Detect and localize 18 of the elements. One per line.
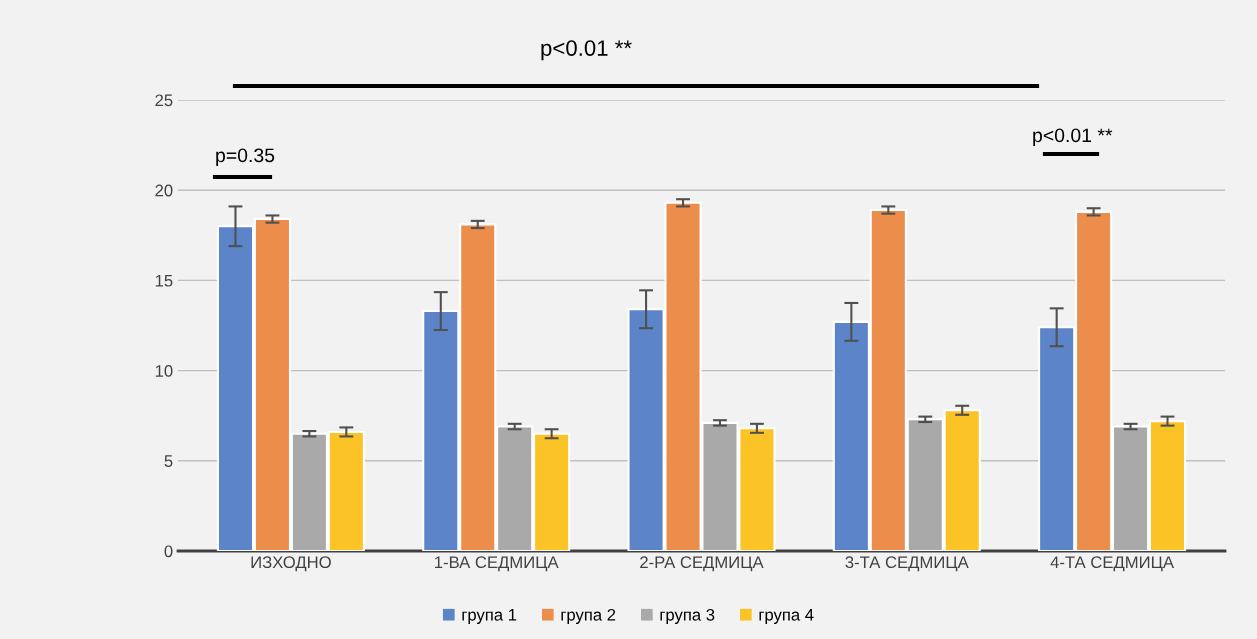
y-tick-label: 25	[155, 94, 173, 107]
x-tick-label: ИЗХОДНО	[251, 556, 331, 572]
x-tick-label: 3-ТА СЕДМИЦА	[845, 556, 969, 572]
text: p<0.01 **	[541, 40, 632, 61]
y-tick-label: 15	[155, 274, 173, 287]
y-tick-label: 20	[155, 184, 173, 197]
y-tick-label: 5	[164, 455, 173, 467]
legend-label: група 3	[660, 608, 715, 624]
legend-label: група 1	[462, 609, 517, 624]
annotation: p<0.01 **	[1033, 128, 1113, 147]
x-tick-label: 2-РА СЕДМИЦА	[640, 556, 764, 572]
x-tick-label: 1-ВА СЕДМИЦА	[435, 556, 559, 572]
legend-label: група 4	[759, 609, 814, 624]
legend-label: група 2	[561, 608, 616, 624]
y-tick-label: 0	[164, 545, 173, 558]
x-tick-label: 4-ТА СЕДМИЦА	[1050, 556, 1175, 572]
y-tick-label: 10	[155, 365, 173, 377]
annotation: p=0.35	[216, 148, 275, 167]
